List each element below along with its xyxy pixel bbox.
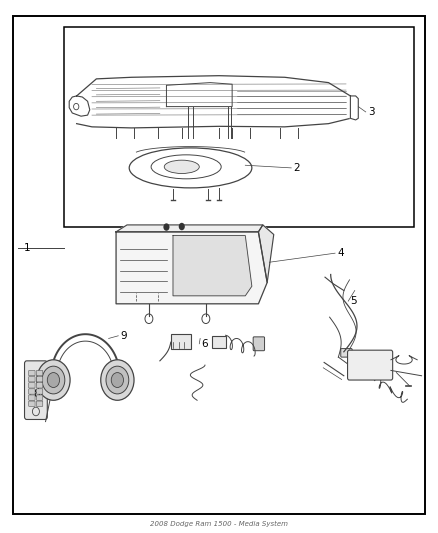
FancyBboxPatch shape (36, 395, 43, 400)
Circle shape (179, 223, 185, 230)
FancyBboxPatch shape (28, 389, 35, 394)
Circle shape (163, 223, 170, 231)
Circle shape (111, 373, 124, 387)
FancyBboxPatch shape (171, 334, 191, 349)
FancyBboxPatch shape (36, 389, 43, 394)
FancyBboxPatch shape (348, 350, 392, 380)
Bar (64, 27, 414, 227)
FancyBboxPatch shape (25, 361, 47, 419)
Text: 2: 2 (293, 163, 300, 173)
FancyBboxPatch shape (36, 370, 43, 376)
FancyBboxPatch shape (212, 336, 226, 348)
Circle shape (47, 373, 60, 387)
Polygon shape (350, 96, 358, 120)
Circle shape (42, 366, 65, 394)
FancyBboxPatch shape (28, 383, 35, 388)
FancyBboxPatch shape (28, 395, 35, 400)
Circle shape (101, 360, 134, 400)
Text: 9: 9 (120, 331, 127, 341)
Polygon shape (258, 225, 274, 282)
Text: 6: 6 (201, 339, 208, 349)
Circle shape (106, 366, 129, 394)
FancyBboxPatch shape (341, 349, 352, 357)
Ellipse shape (164, 160, 199, 173)
Text: 8: 8 (33, 390, 39, 399)
Polygon shape (116, 232, 267, 304)
Text: 4: 4 (337, 248, 344, 258)
FancyBboxPatch shape (28, 376, 35, 382)
FancyBboxPatch shape (28, 370, 35, 376)
Text: 5: 5 (350, 296, 357, 306)
FancyBboxPatch shape (253, 337, 265, 351)
FancyBboxPatch shape (36, 376, 43, 382)
FancyBboxPatch shape (28, 401, 35, 406)
Circle shape (37, 360, 70, 400)
Text: 7: 7 (385, 363, 392, 373)
FancyBboxPatch shape (36, 383, 43, 388)
Text: 3: 3 (368, 107, 374, 117)
Polygon shape (173, 236, 252, 296)
Text: 2008 Dodge Ram 1500 - Media System: 2008 Dodge Ram 1500 - Media System (150, 521, 288, 527)
Text: 1: 1 (24, 243, 31, 253)
FancyBboxPatch shape (36, 401, 43, 406)
Polygon shape (116, 225, 263, 232)
